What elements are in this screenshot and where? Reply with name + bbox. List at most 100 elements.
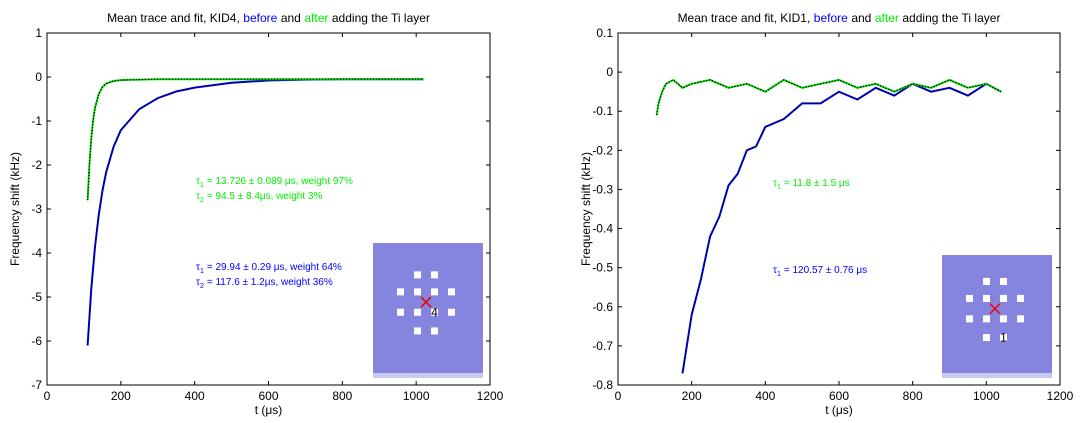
fit-annotation: τ1 = 13.726 ± 0.089 μs, weight 97% (196, 176, 353, 189)
tau-symbol: τ (196, 191, 200, 202)
y-tick-label: -6 (31, 334, 42, 348)
tau-index: 1 (200, 268, 204, 275)
y-tick-label: -5 (31, 290, 42, 304)
y-tick-label: -3 (31, 202, 42, 216)
y-tick-label: -1 (31, 114, 42, 128)
x-tick-label: 200 (682, 389, 702, 403)
fit-annotation: τ2 = 94.5 ± 8.4μs, weight 3% (196, 191, 322, 204)
tau-symbol: τ (773, 265, 777, 276)
fit-line (87, 78, 424, 201)
inset-scale (373, 373, 483, 378)
fit-annotation: τ1 = 120.57 ± 0.76 μs (773, 265, 867, 278)
tau-index: 1 (777, 184, 781, 191)
chart-title: Mean trace and fit, KID4, before and after a… (107, 11, 430, 25)
title-part: and (281, 11, 301, 25)
x-tick-label: 0 (615, 389, 622, 403)
inset-pixel (1000, 277, 1007, 285)
title-part: adding the Ti layer (902, 11, 1000, 25)
tau-symbol: τ (773, 178, 777, 189)
tau-index: 1 (777, 271, 781, 278)
x-tick-label: 600 (829, 389, 849, 403)
inset-marker (420, 296, 432, 308)
y-tick-label: -0.7 (592, 339, 613, 353)
fit-text: = 29.94 ± 0.29 μs, weight 64% (207, 262, 342, 273)
inset-pixel (397, 288, 404, 296)
inset-pixel (1000, 294, 1007, 302)
inset-pixel (1000, 315, 1007, 323)
inset-label: 1 (1000, 331, 1007, 345)
tau-index: 1 (200, 182, 204, 189)
y-tick-label: 1 (35, 26, 42, 40)
inset: 4 (373, 243, 483, 378)
y-tick-label: -0.5 (592, 261, 613, 275)
inset-pixel (414, 308, 421, 316)
inset-pixel (414, 271, 421, 279)
inset-pixel (983, 277, 990, 285)
y-axis-label: Frequency shift (kHz) (579, 152, 593, 266)
chart-title: Mean trace and fit, KID1, before and after a… (678, 11, 1001, 25)
x-tick-label: 800 (332, 389, 352, 403)
tau-symbol: τ (196, 277, 200, 288)
inset-pixel (414, 288, 421, 296)
tau-symbol: τ (196, 262, 200, 273)
x-tick-label: 1200 (1047, 389, 1074, 403)
fit-text: = 94.5 ± 8.4μs, weight 3% (207, 191, 323, 202)
inset-background (373, 243, 483, 378)
fit-text: = 117.6 ± 1.2μs, weight 36% (207, 277, 333, 288)
inset-pixel (414, 327, 421, 335)
inset-pixel (431, 271, 438, 279)
chart-panel: Mean trace and fit, KID1, before and after a… (579, 11, 1074, 417)
tau-index: 2 (200, 283, 204, 290)
inset-pixel (983, 315, 990, 323)
inset-pixel (983, 294, 990, 302)
y-tick-label: 0 (606, 65, 613, 79)
x-tick-label: 1200 (477, 389, 504, 403)
x-tick-label: 400 (755, 389, 775, 403)
inset-pixel (448, 308, 455, 316)
inset-pixel (1017, 294, 1024, 302)
inset-label: 4 (431, 305, 438, 319)
fit-annotation: τ2 = 117.6 ± 1.2μs, weight 36% (196, 277, 333, 290)
inset-pixel (966, 294, 973, 302)
title-part: and (851, 11, 871, 25)
y-tick-label: 0 (35, 70, 42, 84)
inset-pixel (431, 327, 438, 335)
y-tick-label: -0.6 (592, 300, 613, 314)
title-part: before (243, 11, 277, 25)
fit-text: = 120.57 ± 0.76 μs (784, 265, 867, 276)
fit-text: = 13.726 ± 0.089 μs, weight 97% (207, 176, 353, 187)
inset-pixel (983, 334, 990, 342)
inset-scale (942, 373, 1052, 378)
y-tick-label: -0.1 (592, 104, 613, 118)
inset-marker (989, 303, 1001, 315)
x-tick-label: 600 (258, 389, 278, 403)
inset-pixel (1000, 334, 1007, 342)
title-part: Mean trace and fit, KID4, (107, 11, 240, 25)
x-tick-label: 800 (903, 389, 923, 403)
x-tick-label: 1000 (403, 389, 430, 403)
y-tick-label: -0.3 (592, 182, 613, 196)
y-tick-label: -2 (31, 158, 42, 172)
y-axis-label: Frequency shift (kHz) (8, 152, 22, 266)
fit-text: = 11.8 ± 1.5 μs (784, 178, 850, 189)
inset-pixel (448, 288, 455, 296)
x-tick-label: 1000 (973, 389, 1000, 403)
inset-pixel (966, 315, 973, 323)
inset-pixel (431, 308, 438, 316)
y-tick-label: -0.2 (592, 143, 613, 157)
inset-background (942, 255, 1052, 378)
inset-pixel (431, 288, 438, 296)
y-tick-label: -7 (31, 378, 42, 392)
x-tick-label: 200 (111, 389, 131, 403)
y-tick-label: -0.8 (592, 378, 613, 392)
title-part: before (814, 11, 848, 25)
inset: 1 (942, 255, 1052, 378)
tau-index: 2 (200, 197, 204, 204)
inset-pixel (1017, 315, 1024, 323)
fit-annotation: τ1 = 29.94 ± 0.29 μs, weight 64% (196, 262, 342, 275)
inset-pixel (397, 308, 404, 316)
fit-line (656, 79, 1002, 116)
tau-symbol: τ (196, 176, 200, 187)
x-tick-label: 400 (185, 389, 205, 403)
title-part: adding the Ti layer (332, 11, 430, 25)
